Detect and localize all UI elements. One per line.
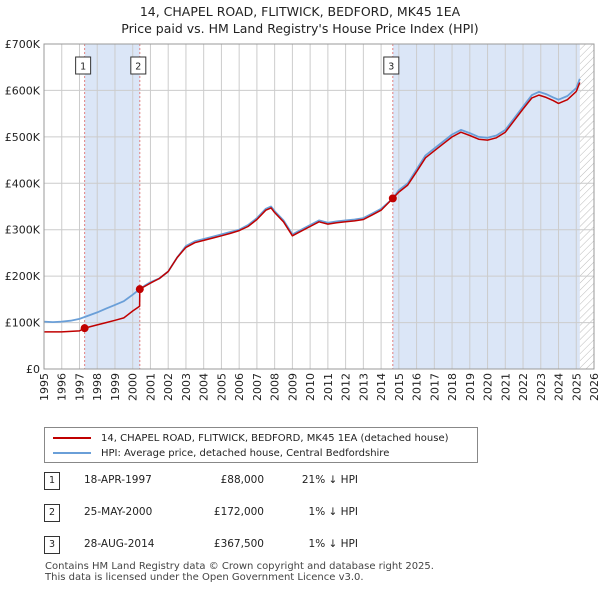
legend-item-hpi: HPI: Average price, detached house, Cent… xyxy=(53,446,389,460)
x-tick-label: 2010 xyxy=(304,373,317,401)
footer-copyright: Contains HM Land Registry data © Crown c… xyxy=(45,561,434,572)
x-tick-label: 2025 xyxy=(570,373,583,401)
table-row: 2 25-MAY-2000 £172,000 1% ↓ HPI xyxy=(44,504,524,522)
x-tick-label: 2000 xyxy=(127,373,140,401)
y-tick-label: £700K xyxy=(5,38,41,51)
legend: 14, CHAPEL ROAD, FLITWICK, BEDFORD, MK45… xyxy=(44,427,478,463)
transaction-point xyxy=(80,324,89,333)
x-tick-label: 2009 xyxy=(286,373,299,401)
row-price: £172,000 xyxy=(213,506,264,518)
x-tick-label: 1998 xyxy=(91,373,104,401)
row-price: £88,000 xyxy=(220,474,264,486)
transaction-number-label: 2 xyxy=(135,62,141,73)
x-tick-label: 2026 xyxy=(588,373,600,401)
row-hpi: 1% ↓ HPI xyxy=(308,506,358,518)
x-tick-label: 2022 xyxy=(517,373,530,401)
x-tick-label: 2008 xyxy=(269,373,282,401)
y-tick-label: £100K xyxy=(5,317,41,330)
y-tick-label: £500K xyxy=(5,131,41,144)
row-hpi: 21% ↓ HPI xyxy=(301,474,358,486)
x-tick-label: 2001 xyxy=(144,373,157,401)
transaction-number-label: 1 xyxy=(80,62,86,73)
x-tick-label: 2003 xyxy=(180,373,193,401)
forecast-hatch-area xyxy=(579,44,594,369)
shaded-period-band xyxy=(392,44,580,369)
x-tick-label: 2015 xyxy=(393,373,406,401)
x-tick-label: 1995 xyxy=(38,373,51,401)
x-tick-label: 2016 xyxy=(411,373,424,401)
table-row: 1 18-APR-1997 £88,000 21% ↓ HPI xyxy=(44,472,524,490)
row-hpi: 1% ↓ HPI xyxy=(308,538,358,550)
x-tick-label: 2005 xyxy=(215,373,228,401)
x-tick-label: 2017 xyxy=(428,373,441,401)
transaction-point xyxy=(388,194,397,203)
legend-item-property: 14, CHAPEL ROAD, FLITWICK, BEDFORD, MK45… xyxy=(53,431,449,445)
chart-subtitle: Price paid vs. HM Land Registry's House … xyxy=(121,21,479,36)
y-tick-label: £600K xyxy=(5,84,41,97)
x-tick-label: 2019 xyxy=(464,373,477,401)
footer-license: This data is licensed under the Open Gov… xyxy=(45,572,364,583)
transaction-number-box xyxy=(383,56,400,75)
x-tick-label: 2023 xyxy=(535,373,548,401)
x-tick-label: 1997 xyxy=(73,373,86,401)
x-tick-label: 2011 xyxy=(322,373,335,401)
row-date: 25-MAY-2000 xyxy=(84,506,153,518)
y-tick-label: £400K xyxy=(5,177,41,190)
x-tick-label: 2007 xyxy=(251,373,264,401)
price-chart: 1 2 3 £0 £100K £200K £300K £400K £500K £600K £700… xyxy=(5,38,600,401)
x-tick-label: 2006 xyxy=(233,373,246,401)
y-tick-label: £200K xyxy=(5,270,41,283)
row-number-badge: 3 xyxy=(44,536,60,554)
row-number-badge: 2 xyxy=(44,504,60,522)
x-tick-label: 2018 xyxy=(446,373,459,401)
x-tick-label: 2004 xyxy=(198,373,211,401)
x-tick-label: 1999 xyxy=(109,373,122,401)
x-tick-label: 2021 xyxy=(499,373,512,401)
row-date: 18-APR-1997 xyxy=(84,474,152,486)
plot-area-frame xyxy=(43,43,595,370)
transaction-number-box xyxy=(75,56,92,75)
legend-swatch-hpi xyxy=(53,452,91,454)
legend-label-property: 14, CHAPEL ROAD, FLITWICK, BEDFORD, MK45… xyxy=(101,432,449,444)
footer: Contains HM Land Registry data © Crown c… xyxy=(45,561,434,583)
transaction-number-label: 3 xyxy=(388,62,394,73)
x-tick-label: 2014 xyxy=(375,373,388,401)
y-tick-label: £0 xyxy=(26,363,40,376)
row-date: 28-AUG-2014 xyxy=(84,538,155,550)
y-tick-label: £300K xyxy=(5,224,41,237)
transaction-number-box xyxy=(130,56,147,75)
legend-label-hpi: HPI: Average price, detached house, Cent… xyxy=(101,447,390,459)
x-tick-label: 2002 xyxy=(162,373,175,401)
transaction-point xyxy=(135,285,144,294)
row-price: £367,500 xyxy=(213,538,264,550)
table-row: 3 28-AUG-2014 £367,500 1% ↓ HPI xyxy=(44,536,524,554)
legend-swatch-property xyxy=(53,437,91,439)
shaded-period-band xyxy=(84,44,140,369)
property-series-line xyxy=(44,82,581,333)
row-number-badge: 1 xyxy=(44,472,60,490)
chart-title: 14, CHAPEL ROAD, FLITWICK, BEDFORD, MK45… xyxy=(139,4,461,19)
x-tick-label: 2024 xyxy=(553,373,566,401)
x-tick-label: 2012 xyxy=(340,373,353,401)
x-tick-label: 2013 xyxy=(357,373,370,401)
x-tick-label: 1996 xyxy=(56,373,69,401)
x-tick-label: 2020 xyxy=(482,373,495,401)
